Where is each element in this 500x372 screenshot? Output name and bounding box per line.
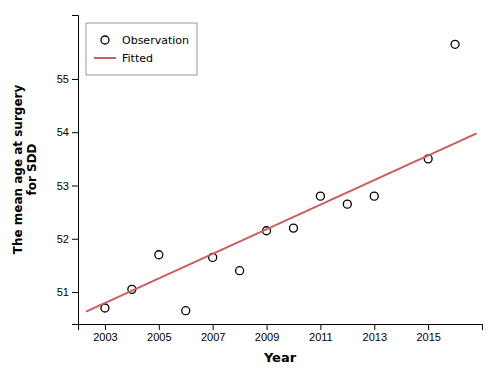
- point: [451, 40, 459, 48]
- tick-label: 2013: [363, 331, 387, 343]
- tick: 2005: [147, 324, 171, 343]
- point: [370, 192, 378, 200]
- point: [289, 224, 297, 232]
- tick-mark: [267, 324, 268, 330]
- tick: 2003: [93, 324, 117, 343]
- tick: 54: [57, 126, 78, 138]
- tick-mark: [72, 79, 78, 80]
- y-axis-title-line: for SDD: [25, 143, 39, 195]
- tick-mark: [72, 239, 78, 240]
- tick-mark: [374, 324, 375, 330]
- tick-mark: [72, 185, 78, 186]
- tick-label: 2005: [147, 331, 171, 343]
- point: [236, 267, 244, 275]
- tick-label: 2011: [309, 331, 333, 343]
- tick-mark: [428, 324, 429, 330]
- legend-box: [86, 23, 197, 75]
- tick-label: 2015: [416, 331, 440, 343]
- tick-mark: [320, 324, 321, 330]
- plot: 2003 2005 2007 2009 2011 2013 2015 51 52 53 54 55 Ob…: [57, 16, 483, 343]
- tick-mark: [159, 324, 160, 330]
- tick-mark: [72, 132, 78, 133]
- x-axis-title: Year: [263, 350, 297, 365]
- tick-label: 2003: [93, 331, 117, 343]
- tick-label: 51: [57, 286, 69, 298]
- legend-key: [101, 36, 109, 44]
- point: [343, 200, 351, 208]
- chart: 2003 2005 2007 2009 2011 2013 2015 51 52 53 54 55 Ob…: [0, 0, 500, 372]
- fit-line: [86, 133, 477, 311]
- points: [101, 40, 459, 314]
- marks: [86, 40, 477, 314]
- point: [182, 307, 190, 315]
- tick: 55: [57, 73, 78, 85]
- y-axis-line: [72, 16, 79, 325]
- tick: 2013: [363, 324, 387, 343]
- tick-label: 53: [57, 180, 69, 192]
- legend-label: Observation: [122, 34, 189, 47]
- tick: 52: [57, 233, 78, 245]
- tick-label: 52: [57, 233, 69, 245]
- tick: 2015: [416, 324, 440, 343]
- x-axis: 2003 2005 2007 2009 2011 2013 2015: [79, 324, 483, 343]
- tick-label: 54: [57, 126, 69, 138]
- tick-label: 2007: [201, 331, 225, 343]
- tick-mark: [72, 292, 78, 293]
- tick-label: 55: [57, 73, 69, 85]
- legend: Observation Fitted: [86, 23, 197, 75]
- point: [316, 192, 324, 200]
- legend-item: Observation: [101, 34, 189, 47]
- tick: 2009: [255, 324, 279, 343]
- x-axis-line: [79, 325, 483, 331]
- tick: 51: [57, 286, 78, 298]
- tick: 2007: [201, 324, 225, 343]
- tick: 2011: [309, 324, 333, 343]
- tick-mark: [213, 324, 214, 330]
- y-axis-title-line: The mean age at surgery: [11, 85, 25, 255]
- tick-mark: [105, 324, 106, 330]
- tick: 53: [57, 180, 78, 192]
- y-axis-title: The mean age at surgeryfor SDD: [11, 85, 39, 255]
- tick-label: 2009: [255, 331, 279, 343]
- legend-label: Fitted: [122, 52, 153, 65]
- legend-key: [94, 57, 116, 59]
- legend-item: Fitted: [94, 52, 153, 65]
- point: [155, 251, 163, 259]
- y-axis: 51 52 53 54 55: [57, 16, 79, 325]
